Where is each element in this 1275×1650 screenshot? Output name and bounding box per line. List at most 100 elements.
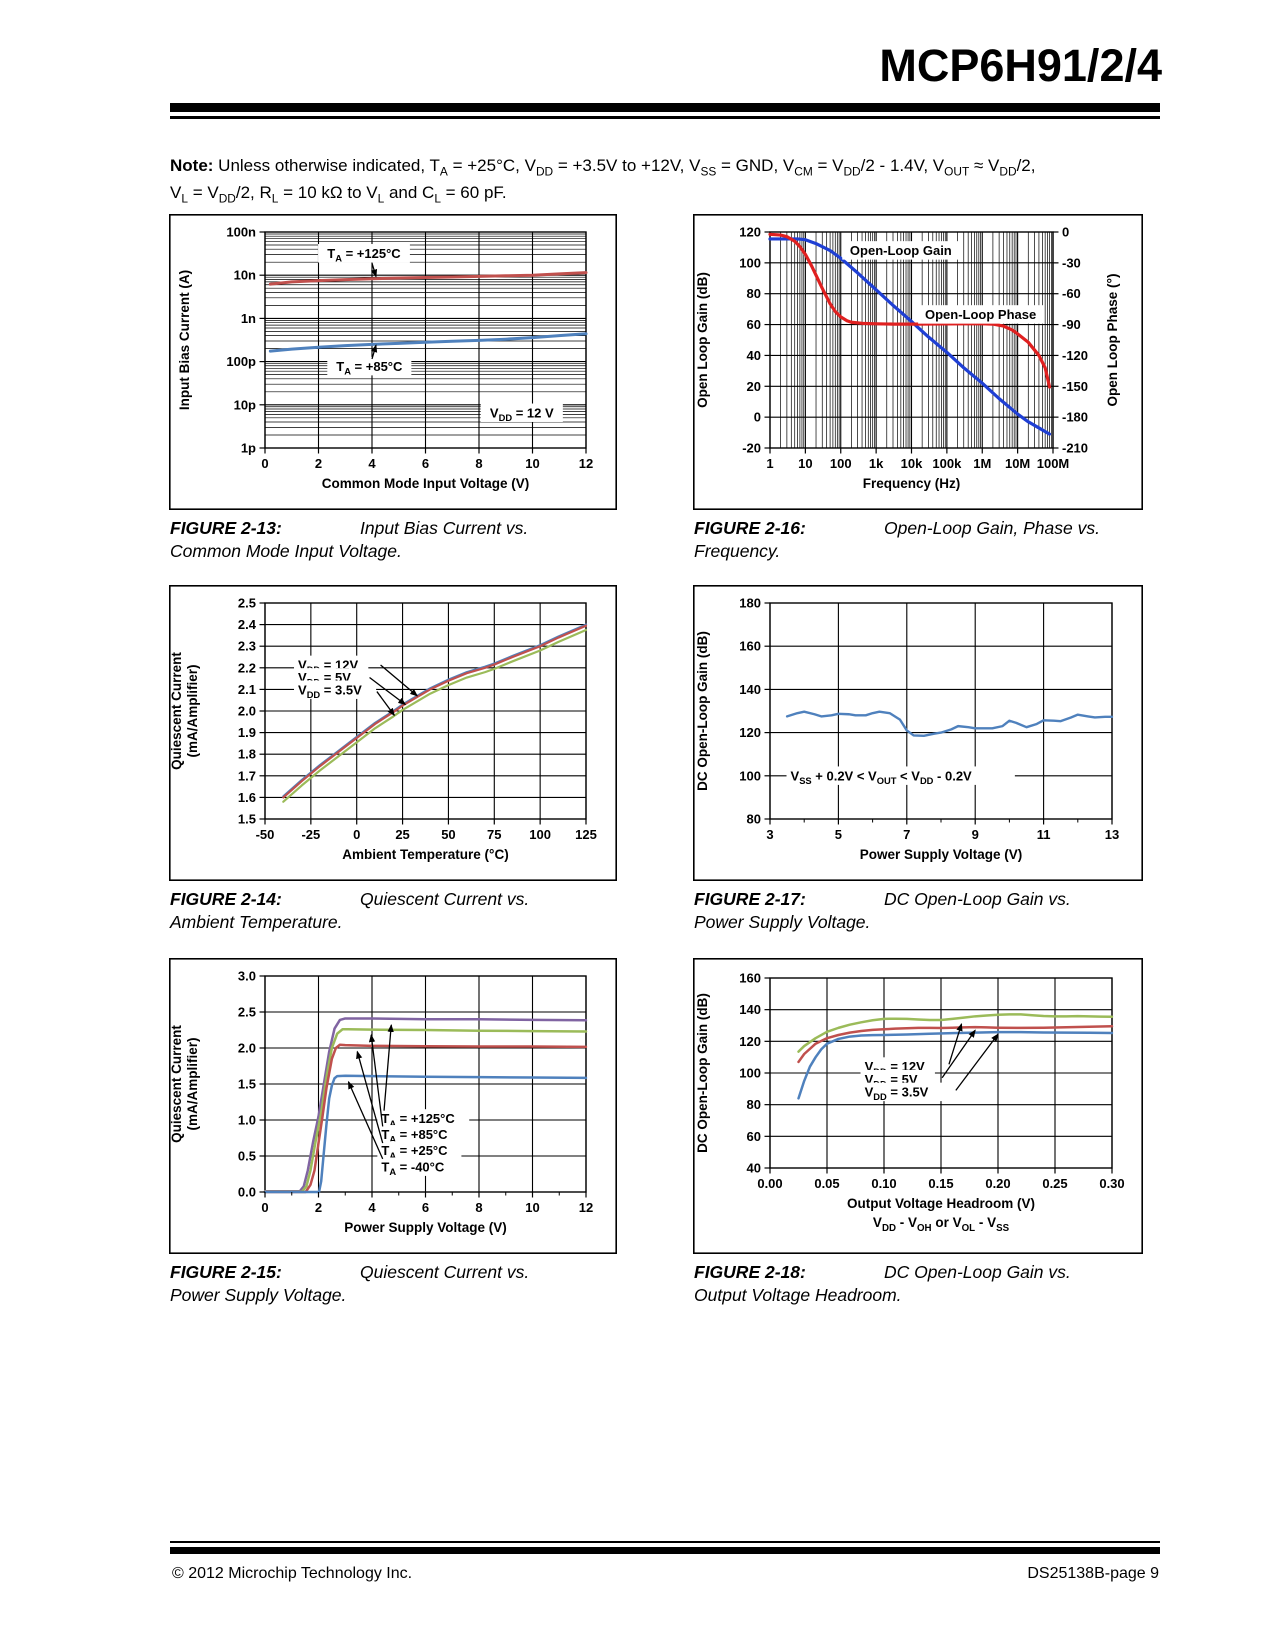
series-vdd-5v (282, 624, 588, 799)
annotation-bg (786, 766, 1015, 785)
x-tick-label: 12 (579, 1200, 593, 1215)
x-tick-label: 0.00 (757, 1176, 782, 1191)
x-tick-label: 75 (487, 827, 501, 842)
header-rule-thin (170, 116, 1160, 119)
annotation-bg (318, 244, 410, 263)
x-tick-label: 10 (525, 456, 539, 471)
annotation-arrow (376, 691, 395, 717)
figure-2-15-caption-line2: Power Supply Voltage. (170, 1285, 347, 1305)
y2-tick-label: -180 (1062, 410, 1088, 425)
annotation: TA = +125°C (327, 246, 401, 264)
y-tick-label: 1p (241, 441, 256, 456)
y2-tick-label: -90 (1062, 317, 1081, 332)
y-tick-label: 100 (739, 768, 761, 783)
x-tick-label: 10k (901, 456, 923, 471)
series-vdd-3-5v (797, 1030, 1114, 1100)
y-tick-label: 2.1 (238, 682, 256, 697)
x-axis-title: Common Mode Input Voltage (V) (322, 476, 529, 491)
y-tick-label: 1n (241, 311, 256, 326)
y-tick-label: 2.3 (238, 639, 256, 654)
x-tick-label: 13 (1105, 827, 1119, 842)
x-tick-label: 8 (475, 456, 482, 471)
x-tick-label: 0.25 (1042, 1176, 1067, 1191)
y-tick-label: 3.0 (238, 969, 256, 984)
x-tick-label: 0.30 (1099, 1176, 1124, 1191)
x-tick-label: 5 (835, 827, 842, 842)
y-tick-label: 20 (747, 379, 761, 394)
x-axis-title: Ambient Temperature (°C) (342, 847, 508, 862)
x-tick-label: 0 (353, 827, 360, 842)
figure-2-13-chart: 0 2 4 6 8 10 12 100n 10n 1n 100p 10p 1p Common Mode I… (169, 214, 617, 510)
x-tick-label: 0 (261, 1200, 268, 1215)
figure-2-15-chart: 0 2 4 6 8 10 12 3.0 2.5 2.0 1.5 1.0 0.5 0.0 Power Supp… (169, 958, 617, 1254)
y-axis-title: Open Loop Gain (dB) (695, 272, 710, 408)
x-tick-label: 25 (395, 827, 409, 842)
series-ta-+85-c (268, 332, 588, 353)
figure-border (169, 214, 617, 510)
y-tick-label: 0 (754, 410, 761, 425)
annotation-bg (377, 1125, 462, 1144)
y-tick-label: 2.0 (238, 704, 256, 719)
annotation-bg (918, 305, 1044, 324)
y-tick-label: 2.0 (238, 1041, 256, 1056)
annotation-bg (480, 403, 563, 422)
y-tick-label: 60 (747, 317, 761, 332)
x-axis-title-line2: VDD - VOH or VOL - VSS (873, 1215, 1010, 1234)
x-tick-label: 10M (1005, 456, 1030, 471)
figure-2-17-chart: 3 5 7 9 11 13 180 160 140 120 100 80 Power Supply Vo… (693, 585, 1143, 881)
annotation: VDD = 12 V (490, 405, 554, 423)
y-tick-label: 100 (739, 255, 761, 270)
y-tick-label: 160 (739, 971, 761, 986)
axis-ticks: 1 10 100 1k 10k 100k 1M 10M 100M 120 100 80 60 40 20 0 -… (739, 225, 1088, 472)
x-tick-label: 0.20 (985, 1176, 1010, 1191)
x-tick-label: 1 (766, 456, 773, 471)
y-axis-title: (mA/Amplifier) (185, 1037, 200, 1130)
axis-ticks: 0 2 4 6 8 10 12 100n 10n 1n 100p 10p 1p (226, 225, 593, 472)
figure-2-15: 0 2 4 6 8 10 12 3.0 2.5 2.0 1.5 1.0 0.5 0.0 Power Supp… (169, 958, 617, 1307)
series-ta-+25-c (263, 1043, 588, 1194)
figure-2-17-caption-line1: DC Open-Loop Gain vs. (884, 889, 1071, 909)
figure-2-16-caption: FIGURE 2-16: Open-Loop Gain, Phase vs. Fre… (694, 517, 1143, 563)
y-tick-label: 1.5 (238, 812, 256, 827)
figure-2-17-caption-line2: Power Supply Voltage. (694, 912, 871, 932)
y-tick-label: 1.9 (238, 725, 256, 740)
y2-tick-label: -120 (1062, 348, 1088, 363)
series-ta-+125-c (268, 271, 588, 286)
annotation-arrow (955, 1033, 999, 1091)
figure-border (169, 958, 617, 1254)
y-tick-label: 160 (739, 639, 761, 654)
footer-rule-thin (170, 1541, 1160, 1543)
y-tick-label: 80 (747, 1097, 761, 1112)
figure-2-14-caption-line2: Ambient Temperature. (170, 912, 343, 932)
gridlines (264, 602, 587, 820)
annotation-arrow (941, 1029, 976, 1079)
y-axis-title: Quiescent Current (169, 1025, 184, 1143)
figure-2-14-label: FIGURE 2-14: (170, 889, 282, 909)
x-axis-title: Power Supply Voltage (V) (344, 1220, 507, 1235)
y-tick-label: 1.8 (238, 747, 256, 762)
y2-axis-title: Open Loop Phase (°) (1105, 274, 1120, 407)
x-tick-label: 8 (475, 1200, 482, 1215)
y-tick-label: 2.2 (238, 660, 256, 675)
figure-2-16-chart: 1 10 100 1k 10k 100k 1M 10M 100M 120 100 80 60 40 20 0 -… (693, 214, 1143, 510)
plot-frame (769, 602, 1113, 820)
figure-border (693, 585, 1143, 881)
y-tick-label: 100 (739, 1066, 761, 1081)
x-axis-title: Frequency (Hz) (863, 476, 961, 491)
annotation: Open-Loop Phase (925, 307, 1036, 322)
x-tick-label: 12 (579, 456, 593, 471)
annotation: VSS + 0.2V < VOUT < VDD - 0.2V (791, 768, 973, 786)
annotation-arrow (380, 664, 419, 697)
y-tick-label: 80 (747, 812, 761, 827)
y-tick-label: 180 (739, 596, 761, 611)
figure-2-18: 0.00 0.05 0.10 0.15 0.20 0.25 0.30 160 140 120 100… (693, 958, 1143, 1307)
figure-2-13-caption: FIGURE 2-13: Input Bias Current vs. Common… (170, 517, 617, 563)
x-tick-label: 0 (261, 456, 268, 471)
annotation: TA = -40°C (381, 1159, 445, 1177)
y-tick-label: 100p (226, 354, 256, 369)
figure-2-14: -50 -25 0 25 50 75 100 125 2.5 2.4 2.3 2.2 2.1 2.0 1.9… (169, 585, 617, 934)
x-tick-label: 2 (315, 1200, 322, 1215)
figure-2-13-caption-line1: Input Bias Current vs. (360, 518, 529, 538)
y-tick-label: 0.5 (238, 1149, 256, 1164)
y-tick-label: 120 (739, 225, 761, 240)
